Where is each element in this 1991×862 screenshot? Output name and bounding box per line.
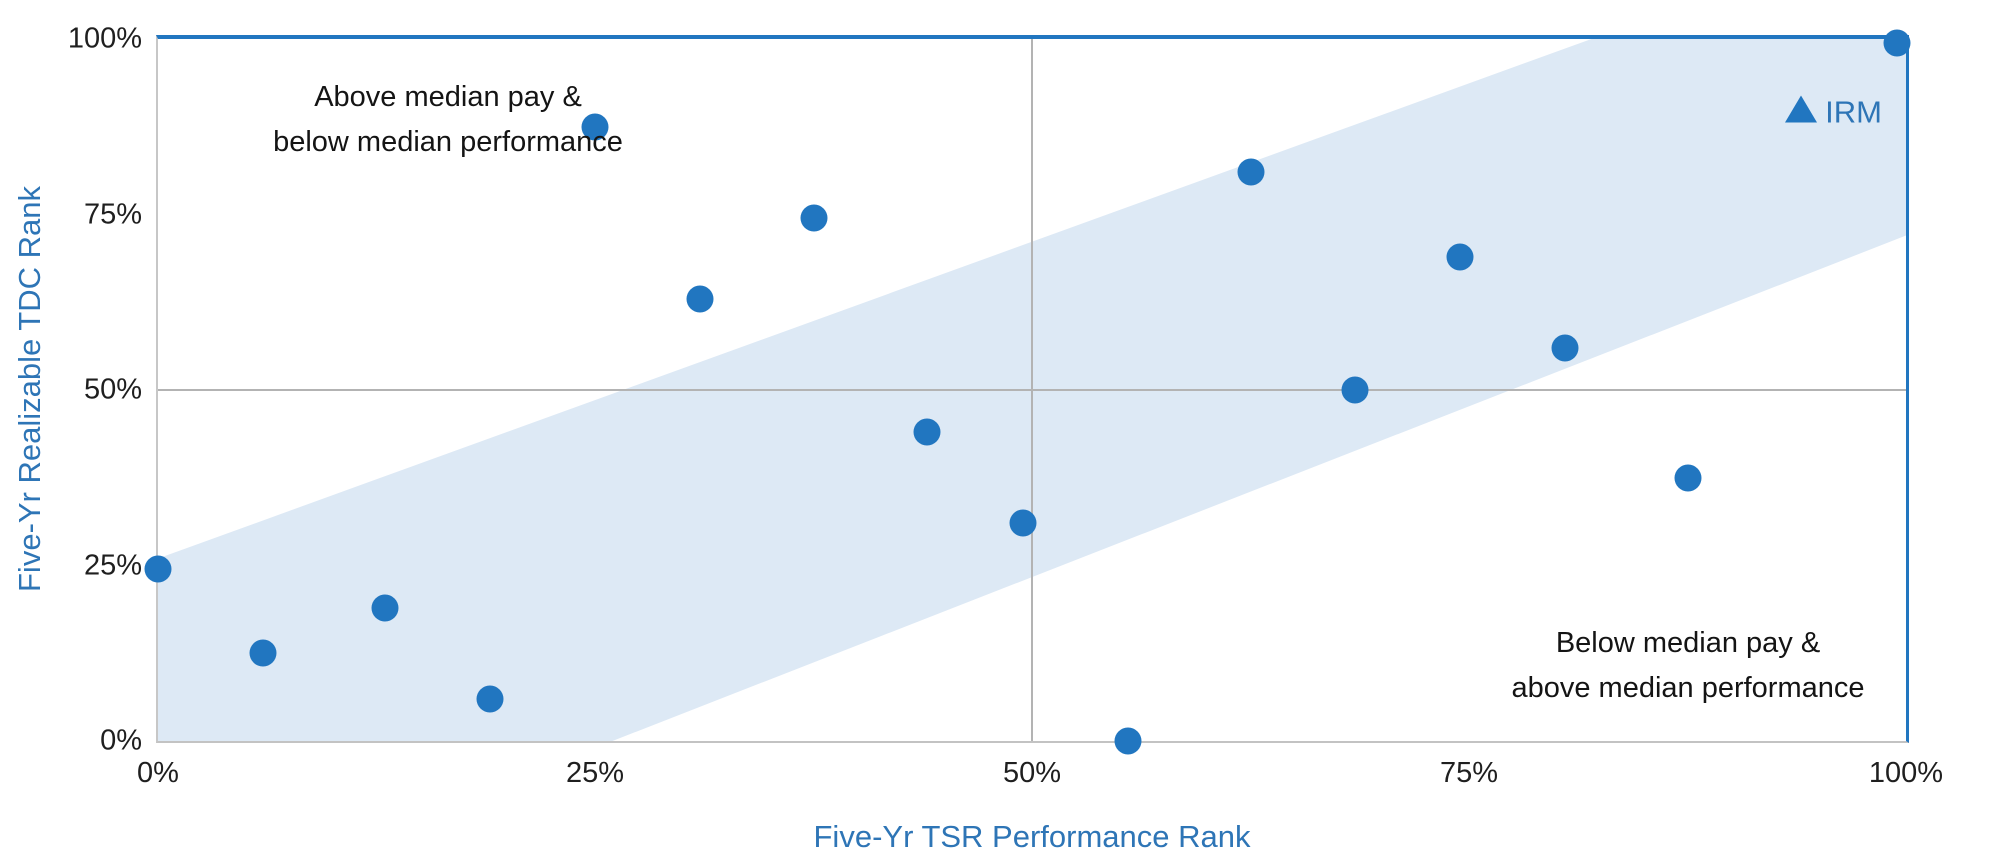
annotation-line: below median performance — [273, 126, 623, 158]
triangle-marker-icon — [1785, 95, 1818, 123]
x-tick-label: 100% — [1868, 757, 1944, 789]
plot-area: IRM Above median pay & below median perf… — [68, 23, 1943, 790]
peer-point — [144, 555, 172, 583]
irm-data-point: IRM — [1785, 95, 1882, 128]
x-tick-label: 75% — [1439, 757, 1499, 789]
peer-point — [1114, 727, 1142, 755]
x-axis-title: Five-Yr TSR Performance Rank — [813, 819, 1251, 854]
y-tick-label: 50% — [83, 373, 142, 406]
peer-point — [1551, 334, 1579, 362]
peer-point — [1009, 509, 1037, 537]
x-tick-label: 25% — [565, 757, 625, 789]
x-tick-label: 0% — [137, 757, 179, 789]
median-gridline-horizontal — [158, 389, 1906, 391]
peer-point — [800, 204, 827, 232]
peer-point — [686, 285, 714, 313]
peer-point — [371, 594, 399, 622]
peer-point — [476, 685, 504, 713]
peer-point — [1237, 158, 1264, 186]
peer-point — [1341, 376, 1369, 404]
quadrant-annotation-bottom-right: Below median pay & above median performa… — [1338, 621, 1991, 711]
peer-point — [1446, 243, 1474, 271]
y-tick-label: 0% — [100, 724, 142, 757]
y-tick-label: 25% — [83, 549, 142, 581]
peer-point — [249, 639, 277, 667]
annotation-line: above median performance — [1511, 672, 1865, 704]
annotation-line: Above median pay & — [314, 81, 582, 113]
peer-point — [581, 113, 609, 141]
peer-point — [913, 418, 941, 446]
annotation-line: Below median pay & — [1555, 627, 1821, 659]
x-tick-label: 50% — [1002, 757, 1062, 789]
peer-point — [1883, 29, 1911, 56]
y-tick-label: 75% — [83, 198, 142, 230]
irm-series-label: IRM — [1825, 94, 1882, 130]
y-tick-label: 100% — [67, 22, 142, 55]
peer-point — [1674, 464, 1701, 492]
quadrant-annotation-top-left: Above median pay & below median performa… — [188, 75, 708, 165]
y-axis-title: Five-Yr Realizable TDC Rank — [12, 186, 47, 592]
